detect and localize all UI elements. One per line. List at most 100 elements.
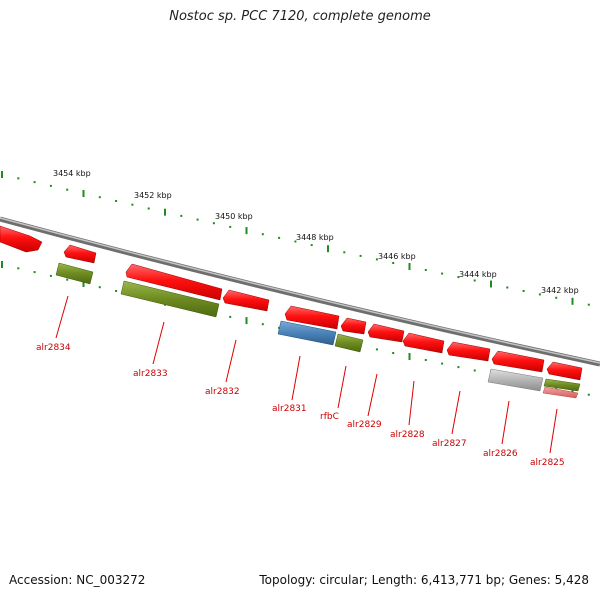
minor-tick <box>115 200 118 202</box>
minor-tick <box>375 348 378 351</box>
gene-label-alr2833[interactable]: alr2833 <box>133 369 168 379</box>
scale-label-3442: 3442 kbp <box>541 286 579 295</box>
minor-tick <box>441 272 444 275</box>
gene-arrow[interactable] <box>367 323 405 343</box>
forward-gene-arrows <box>0 225 583 381</box>
gene-arrow[interactable] <box>125 263 223 301</box>
minor-tick <box>278 326 281 329</box>
genome-backbone <box>0 216 600 367</box>
gene-labels: alr2834 alr2833 alr2832 alr2831 rfbC alr… <box>36 343 565 468</box>
gene-arrow[interactable] <box>63 244 97 264</box>
gene-arrow[interactable] <box>446 341 491 362</box>
map-title: Nostoc sp. PCC 7120, complete genome <box>169 9 431 24</box>
minor-tick <box>424 269 427 271</box>
major-tick <box>245 317 248 325</box>
minor-tick <box>212 222 215 225</box>
major-tick <box>571 297 574 305</box>
scale-label-3448: 3448 kbp <box>296 233 334 242</box>
minor-tick <box>115 290 118 292</box>
major-tick <box>164 208 166 216</box>
major-tick <box>490 280 492 288</box>
gene-bar-green[interactable] <box>120 280 220 318</box>
minor-tick <box>49 274 52 277</box>
gene-arrow[interactable] <box>284 305 340 330</box>
gene-leader-lines <box>55 295 558 454</box>
gene-label-alr2831[interactable]: alr2831 <box>272 404 307 414</box>
gene-arrow[interactable] <box>491 350 545 373</box>
minor-tick <box>17 177 20 180</box>
scale-label-3446: 3446 kbp <box>378 252 416 261</box>
minor-tick <box>278 236 281 239</box>
gene-arrow[interactable] <box>222 289 270 312</box>
minor-tick <box>457 366 460 369</box>
scale-label-3444: 3444 kbp <box>459 270 497 279</box>
gene-arrow[interactable] <box>340 317 367 335</box>
major-tick <box>408 263 411 270</box>
inner-gene-bars <box>55 262 581 399</box>
genome-summary-text: Topology: circular; Length: 6,413,771 bp… <box>259 573 589 587</box>
gene-label-alr2829[interactable]: alr2829 <box>347 420 382 430</box>
minor-tick <box>392 352 395 354</box>
minor-tick <box>66 278 69 281</box>
gene-bar-blue[interactable] <box>277 320 337 346</box>
minor-tick <box>66 188 69 191</box>
minor-tick <box>359 254 362 257</box>
outer-scale-ticks <box>1 171 590 306</box>
gene-bar-pink[interactable] <box>542 386 579 399</box>
minor-tick <box>98 286 101 289</box>
minor-tick <box>49 184 52 187</box>
minor-tick <box>424 359 427 361</box>
minor-tick <box>538 293 541 296</box>
minor-tick <box>229 225 232 228</box>
minor-tick <box>587 303 590 306</box>
scale-label-3452: 3452 kbp <box>134 191 172 200</box>
minor-tick <box>98 196 101 199</box>
major-tick <box>82 280 85 287</box>
gene-arrow[interactable] <box>546 361 583 381</box>
minor-tick <box>587 393 590 396</box>
gene-label-alr2827[interactable]: alr2827 <box>432 439 467 449</box>
minor-tick <box>473 279 476 282</box>
gene-bar-green[interactable] <box>334 333 364 353</box>
minor-tick <box>131 203 134 206</box>
gene-label-alr2828[interactable]: alr2828 <box>390 430 425 440</box>
major-tick <box>1 171 3 178</box>
gene-label-alr2825[interactable]: alr2825 <box>530 458 565 468</box>
minor-tick <box>294 240 297 243</box>
gene-bar-green[interactable] <box>543 378 581 392</box>
minor-tick <box>555 296 558 299</box>
major-tick <box>1 261 3 268</box>
minor-tick <box>310 244 313 247</box>
genome-backbone-highlight <box>0 217 600 364</box>
major-tick <box>327 245 329 253</box>
gene-arrow[interactable] <box>402 332 445 354</box>
minor-tick <box>375 258 378 261</box>
gene-bar-gray[interactable] <box>487 368 544 392</box>
gene-label-alr2826[interactable]: alr2826 <box>483 449 518 459</box>
major-tick <box>245 227 248 235</box>
minor-tick <box>506 286 509 289</box>
accession-text: Accession: NC_003272 <box>9 573 146 587</box>
minor-tick <box>17 267 20 270</box>
minor-tick <box>392 262 395 264</box>
gene-label-alr2832[interactable]: alr2832 <box>205 387 240 397</box>
gene-arrow[interactable] <box>0 225 43 253</box>
gene-label-alr2834[interactable]: alr2834 <box>36 343 71 353</box>
major-tick <box>571 387 574 395</box>
minor-tick <box>441 362 444 365</box>
minor-tick <box>457 276 460 279</box>
minor-tick <box>180 214 183 217</box>
minor-tick <box>343 251 346 254</box>
minor-tick <box>522 290 525 292</box>
minor-tick <box>229 315 232 318</box>
major-tick <box>408 353 411 360</box>
minor-tick <box>147 207 150 210</box>
scale-label-3454: 3454 kbp <box>53 169 91 178</box>
minor-tick <box>33 271 36 274</box>
gene-bar-green[interactable] <box>55 262 94 285</box>
gene-label-rfbC[interactable]: rfbC <box>320 412 339 422</box>
minor-tick <box>196 218 199 221</box>
scale-label-3450: 3450 kbp <box>215 212 253 221</box>
minor-tick <box>33 181 36 184</box>
